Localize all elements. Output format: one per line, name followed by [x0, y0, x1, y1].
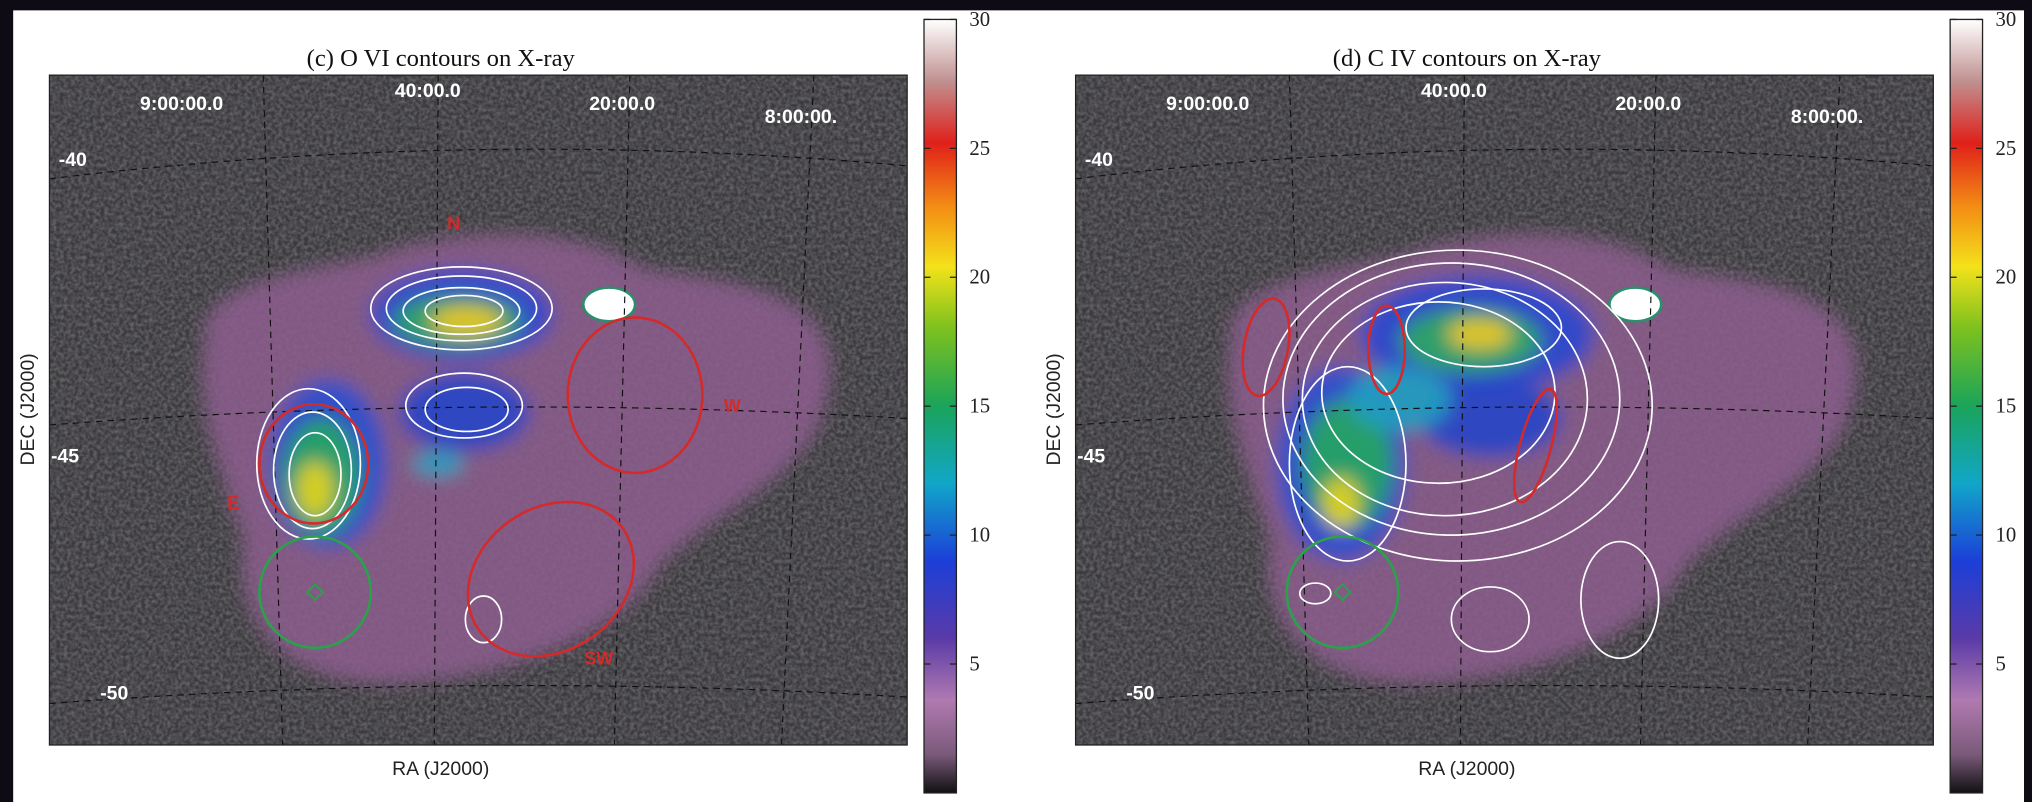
emission-blob: [412, 451, 464, 477]
ra-label: 8:00:00.: [765, 106, 837, 128]
emission-blob: [1348, 367, 1452, 432]
colorbar-tick-label: 30: [969, 9, 990, 31]
dec-label: -50: [100, 683, 128, 705]
y-axis-label: DEC (J2000): [17, 353, 39, 465]
colorbar-tick-label: 10: [1996, 525, 2017, 547]
region-label: N: [447, 213, 460, 233]
figure: 9:00:00.0 40:00.0 20:00.0 8:00:00. -40 -45 -50…: [0, 0, 2032, 802]
emission-blob: [1447, 319, 1512, 350]
region-label: SW: [584, 649, 614, 669]
dec-label: -45: [1077, 446, 1105, 468]
colorbar-tick-label: 25: [969, 138, 990, 160]
x-axis-label: RA (J2000): [392, 758, 489, 780]
x-axis-label: RA (J2000): [1418, 758, 1515, 780]
ra-label: 20:00.0: [1615, 93, 1681, 115]
colorbar-tick-label: 25: [1996, 138, 2017, 160]
y-axis-label: DEC (J2000): [1043, 353, 1065, 465]
colorbar-tick-label: 15: [1996, 396, 2017, 418]
panel: 9:00:00.0 40:00.0 20:00.0 8:00:00. -40 -45 -50: [1076, 75, 1934, 745]
panel-title: (c) O VI contours on X-ray: [307, 45, 576, 72]
colorbar-tick-label: 20: [1996, 267, 2017, 289]
ra-label: 20:00.0: [589, 93, 655, 115]
ra-label: 9:00:00.0: [140, 93, 223, 115]
panel: 9:00:00.0 40:00.0 20:00.0 8:00:00. -40 -45 -50…: [49, 75, 907, 745]
panel-title: (d) C IV contours on X-ray: [1333, 45, 1602, 72]
region-label: W: [724, 396, 742, 416]
dec-label: -40: [1085, 149, 1113, 171]
colorbar-tick-label: 5: [1996, 653, 2006, 675]
bright-source: [583, 288, 635, 322]
colorbar-tick-label: 20: [969, 267, 990, 289]
ra-label: 8:00:00.: [1791, 106, 1863, 128]
colorbar-tick-label: 15: [969, 396, 990, 418]
dec-label: -45: [51, 446, 79, 468]
colorbar-tick-label: 5: [969, 653, 979, 675]
ra-label: 40:00.0: [395, 80, 461, 102]
dec-label: -40: [59, 149, 87, 171]
colorbar-tick-label: 30: [1996, 9, 2017, 31]
dec-label: -50: [1126, 683, 1154, 705]
region-label: E: [227, 493, 239, 513]
page: {"panels": [ {"title": "(c) O VI contour…: [0, 0, 2032, 802]
ra-label: 9:00:00.0: [1166, 93, 1249, 115]
colorbar-tick-label: 10: [969, 525, 990, 547]
ra-label: 40:00.0: [1421, 80, 1487, 102]
